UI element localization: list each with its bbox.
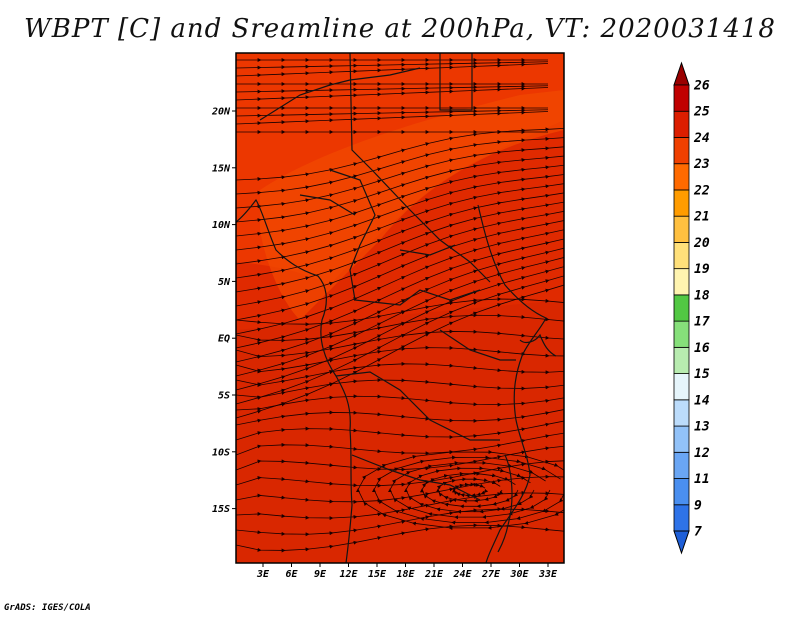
lon-tick-label: 24E	[452, 569, 472, 580]
colorbar-label: 19	[694, 262, 710, 277]
colorbar-box	[673, 163, 690, 191]
colorbar-label: 18	[694, 288, 710, 303]
colorbar-label: 7	[694, 525, 702, 540]
streamline	[236, 394, 564, 412]
colorbar: 7 9 11 12 13 14 15 16 17 18 19 20 21 22 23 24 25 26	[673, 61, 710, 555]
colorbar-box	[673, 268, 690, 296]
colorbar-bottom-arrow	[673, 530, 690, 555]
lon-tick-label: 3E	[256, 569, 270, 580]
colorbar-label: 12	[694, 446, 710, 461]
colorbar-top-arrow	[673, 61, 690, 86]
streamline	[236, 110, 549, 126]
wbpt-patch-south	[236, 300, 564, 563]
colorbar-label: 15	[694, 367, 710, 382]
coastlines	[236, 53, 557, 563]
colorbar-label: 26	[693, 79, 710, 94]
colorbar-box	[673, 137, 690, 165]
streamline	[236, 378, 564, 400]
colorbar-box	[673, 346, 690, 374]
lon-tick-label: 18E	[396, 569, 415, 580]
colorbar-label: 13	[694, 420, 710, 435]
colorbar-box	[673, 451, 690, 479]
lat-tick-label: 15S	[212, 504, 230, 515]
streamline	[236, 62, 549, 78]
colorbar-box	[673, 373, 690, 401]
colorbar-box	[673, 425, 690, 453]
latitude-axis: 20N 15N 10N 5N EQ 5S 10S 15S	[211, 107, 236, 515]
longitude-axis: 3E 6E 9E 12E 15E 18E 21E 24E 27E 30E 33E	[256, 563, 558, 580]
colorbar-label: 21	[693, 210, 710, 225]
colorbar-box	[673, 478, 690, 506]
lon-tick-label: 15E	[368, 569, 387, 580]
map-panel	[235, 52, 565, 564]
colorbar-box	[673, 294, 690, 322]
colorbar-label: 20	[693, 236, 710, 251]
lon-tick-label: 21E	[424, 569, 444, 580]
colorbar-label: 17	[694, 315, 710, 330]
lat-tick-label: 15N	[212, 163, 231, 174]
colorbar-box	[673, 504, 690, 532]
lat-tick-label: 5S	[218, 391, 230, 402]
lon-tick-label: 6E	[285, 569, 298, 580]
lat-tick-label: 10N	[212, 220, 231, 231]
lon-tick-label: 9E	[314, 569, 327, 580]
chart-title: WBPT [C] and Sreamline at 200hPa, VT: 20…	[24, 14, 776, 44]
lon-tick-label: 12E	[339, 569, 358, 580]
grads-credit: GrADS: IGES/COLA	[4, 603, 91, 613]
colorbar-box	[673, 110, 690, 138]
colorbar-box	[673, 84, 690, 112]
lat-tick-label: EQ	[218, 334, 230, 345]
colorbar-label: 23	[693, 157, 710, 172]
lon-tick-label: 30E	[509, 569, 529, 580]
lat-tick-label: 5N	[218, 277, 231, 288]
streamline	[236, 86, 549, 102]
colorbar-label: 24	[693, 131, 710, 146]
lon-tick-label: 27E	[481, 569, 501, 580]
lat-tick-label: 20N	[211, 107, 231, 118]
colorbar-box	[673, 399, 690, 427]
colorbar-label: 11	[694, 472, 710, 487]
colorbar-box	[673, 215, 690, 243]
colorbar-label: 14	[694, 393, 710, 408]
colorbar-label: 25	[693, 105, 710, 120]
lat-tick-label: 10S	[212, 447, 230, 458]
streamline	[355, 450, 564, 531]
colorbar-box	[673, 320, 690, 348]
colorbar-box	[673, 189, 690, 217]
colorbar-label: 9	[694, 498, 702, 513]
colorbar-label: 22	[693, 183, 710, 198]
map-frame	[235, 52, 565, 564]
colorbar-label: 16	[694, 341, 710, 356]
streamlines	[236, 58, 564, 553]
colorbar-box	[673, 242, 690, 270]
lon-tick-label: 33E	[538, 569, 558, 580]
